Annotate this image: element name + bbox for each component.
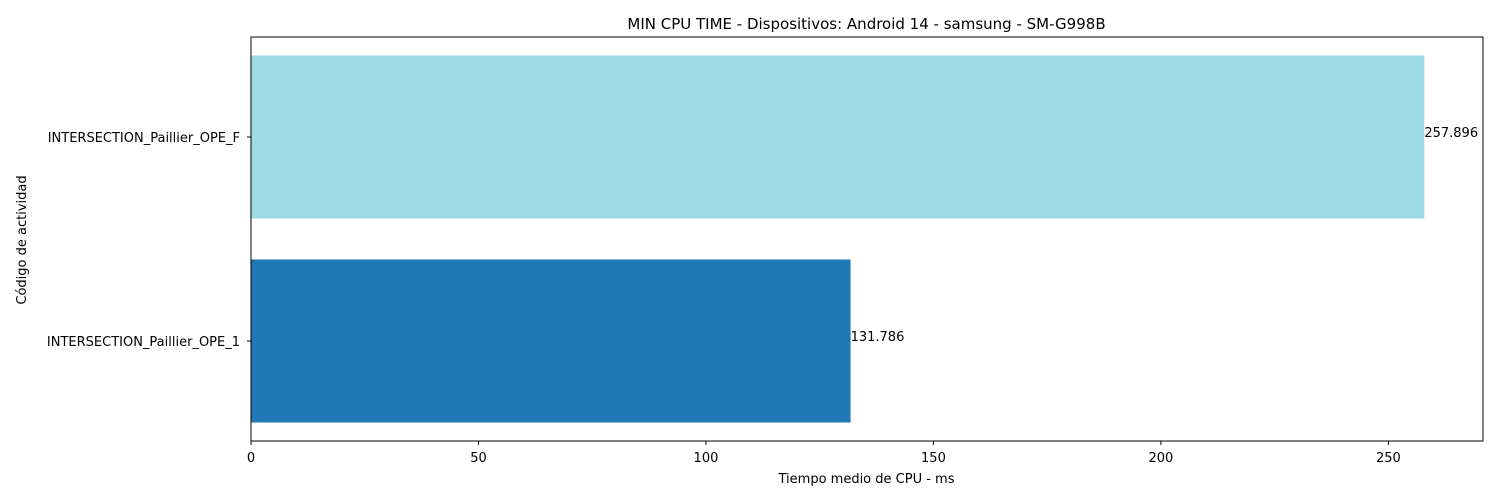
x-axis: 0 50 100 150 200 250: [247, 441, 1401, 466]
x-tick-label-200: 200: [1149, 451, 1174, 466]
bar-2: [251, 55, 1425, 219]
x-tick-label-250: 250: [1376, 451, 1401, 466]
chart-title: MIN CPU TIME - Dispositivos: Android 14 …: [627, 15, 1105, 33]
y-tick-label-1: INTERSECTION_Paillier_OPE_1: [47, 335, 240, 350]
bar-1: [251, 259, 851, 423]
y-axis-label: Código de actividad: [15, 175, 30, 304]
bar-value-label-1: 131.786: [851, 330, 905, 345]
y-axis: INTERSECTION_Paillier_OPE_1 INTERSECTION_…: [47, 131, 251, 350]
x-tick-label-150: 150: [921, 451, 946, 466]
plot-area-frame: [250, 36, 1484, 442]
bars-layer: 131.786 257.896: [251, 55, 1478, 423]
x-axis-label: Tiempo medio de CPU - ms: [778, 472, 955, 487]
y-tick-label-2: INTERSECTION_Paillier_OPE_F: [48, 131, 240, 146]
x-tick-label-50: 50: [470, 451, 487, 466]
x-tick-label-0: 0: [247, 451, 255, 466]
bar-value-label-2: 257.896: [1424, 126, 1478, 141]
x-tick-label-100: 100: [694, 451, 719, 466]
